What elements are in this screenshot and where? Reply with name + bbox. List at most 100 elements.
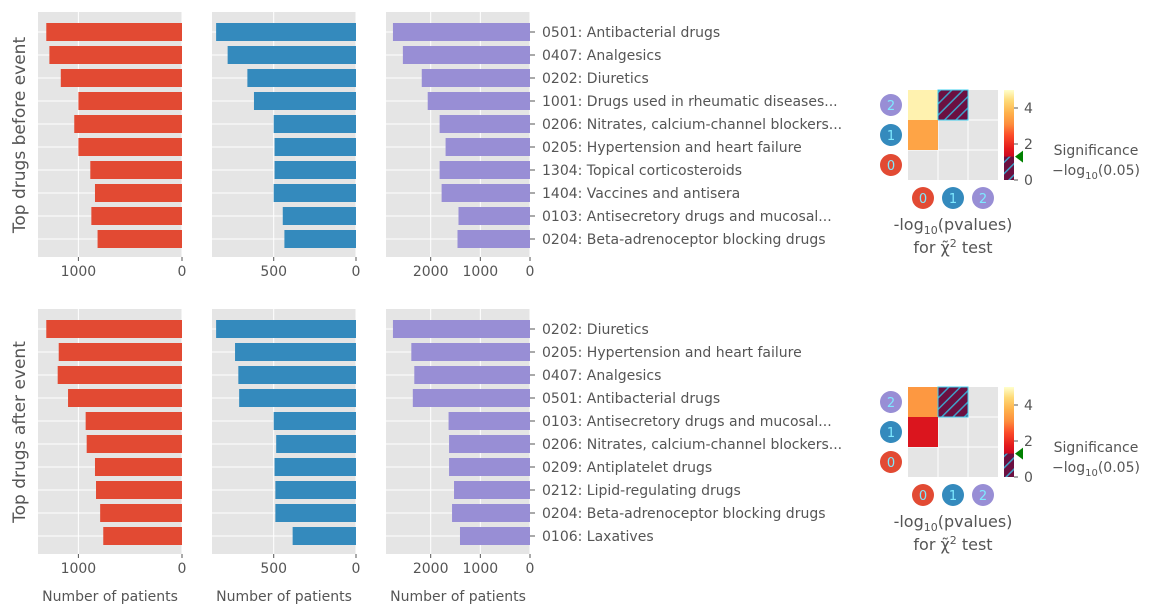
colorbar-tick-label: 4: [1024, 101, 1033, 117]
cluster-marker-label: 0: [887, 456, 895, 471]
colorbar-hatch: [1004, 156, 1014, 180]
category-label: 0205: Hypertension and heart failure: [542, 140, 802, 156]
category-label: 0407: Analgesics: [542, 48, 661, 64]
x-tick-label: 0: [352, 264, 361, 280]
bar: [238, 366, 356, 384]
category-label: 1404: Vaccines and antisera: [542, 186, 740, 202]
bar: [292, 527, 356, 545]
x-tick-label: 2000: [413, 264, 449, 280]
x-tick-label: 2000: [413, 561, 449, 577]
cluster-marker-label: 2: [979, 192, 987, 207]
x-axis-label: Number of patients: [390, 589, 526, 605]
colorbar: [1004, 90, 1014, 180]
heatmap-cell: [908, 417, 938, 447]
bar: [282, 207, 356, 225]
bar: [247, 69, 356, 87]
bar: [459, 527, 530, 545]
bar: [227, 46, 356, 64]
bar: [439, 161, 530, 179]
bar: [284, 230, 356, 248]
bar: [458, 207, 530, 225]
x-tick-label: 0: [178, 561, 187, 577]
category-label: 0106: Laxatives: [542, 529, 654, 545]
cluster-marker-label: 2: [979, 489, 987, 504]
bar: [275, 481, 356, 499]
category-label: 0204: Beta-adrenoceptor blocking drugs: [542, 232, 826, 248]
cluster-marker-label: 1: [949, 192, 957, 207]
bar: [402, 46, 530, 64]
bar: [448, 412, 530, 430]
bar: [58, 343, 183, 361]
colorbar-tick-label: 2: [1024, 137, 1033, 153]
category-label: 0209: Antiplatelet drugs: [542, 460, 712, 476]
bar: [60, 69, 182, 87]
bar: [68, 389, 182, 407]
bar: [46, 320, 183, 338]
ylabel-bottom: Top drugs after event: [10, 341, 30, 524]
category-label: 0202: Diuretics: [542, 71, 649, 87]
category-labels-after: 0202: Diuretics 0205: Hypertension and he…: [530, 322, 842, 545]
x-tick-label: 0: [352, 561, 361, 577]
x-tick-label: 1000: [463, 264, 499, 280]
bar: [445, 138, 530, 156]
bar: [411, 343, 530, 361]
heatmap-cell-hatched: [937, 386, 969, 418]
bar-panel-before-1: 500 0: [212, 12, 360, 280]
category-label: 1001: Drugs used in rheumatic diseases..…: [542, 94, 838, 110]
x-axis-label: Number of patients: [42, 589, 178, 605]
bar: [449, 435, 530, 453]
cluster-marker-label: 2: [887, 396, 895, 411]
cluster-marker: [880, 421, 902, 443]
bar: [86, 435, 182, 453]
category-label: 0407: Analgesics: [542, 368, 661, 384]
bar: [274, 458, 356, 476]
cluster-marker-label: 1: [887, 129, 895, 144]
x-tick-label: 0: [178, 264, 187, 280]
cluster-marker-label: 0: [887, 159, 895, 174]
bar: [273, 115, 356, 133]
cluster-marker-label: 1: [949, 489, 957, 504]
bar: [97, 230, 182, 248]
bar-panel-before-0: 1000 0: [38, 12, 186, 280]
bar: [78, 138, 182, 156]
bar: [94, 458, 182, 476]
cluster-marker: [972, 187, 994, 209]
category-label: 0204: Beta-adrenoceptor blocking drugs: [542, 506, 826, 522]
category-label: 0212: Lipid-regulating drugs: [542, 483, 741, 499]
bar: [441, 184, 530, 202]
category-label: 0205: Hypertension and heart failure: [542, 345, 802, 361]
heatmap-cell: [908, 387, 938, 417]
significance-label: Significance: [1054, 143, 1139, 159]
bar: [414, 366, 530, 384]
category-label: 0103: Antisecretory drugs and mucosal...: [542, 414, 832, 430]
significance-formula: −log10(0.05): [1052, 163, 1140, 182]
bar: [275, 504, 356, 522]
x-tick-label: 1000: [463, 561, 499, 577]
category-label: 0103: Antisecretory drugs and mucosal...: [542, 209, 832, 225]
bar: [96, 481, 182, 499]
bar: [274, 138, 356, 156]
bar: [91, 207, 182, 225]
heatmap-cell-hatched: [937, 89, 969, 121]
bar: [392, 320, 530, 338]
bar: [274, 161, 356, 179]
x-tick-label: 0: [526, 561, 535, 577]
cluster-marker-label: 0: [919, 192, 927, 207]
bar: [449, 458, 530, 476]
bar: [78, 92, 182, 110]
category-label: 1304: Topical corticosteroids: [542, 163, 742, 179]
significance-marker: [1015, 150, 1023, 163]
bar: [46, 23, 183, 41]
ylabel-top: Top drugs before event: [10, 37, 30, 235]
bar: [452, 504, 530, 522]
x-tick-label: 1000: [61, 561, 97, 577]
bar: [457, 230, 530, 248]
cluster-marker: [880, 124, 902, 146]
bar: [49, 46, 182, 64]
colorbar-tick-label: 4: [1024, 398, 1033, 414]
x-tick-label: 500: [260, 264, 287, 280]
cluster-marker-label: 2: [887, 99, 895, 114]
